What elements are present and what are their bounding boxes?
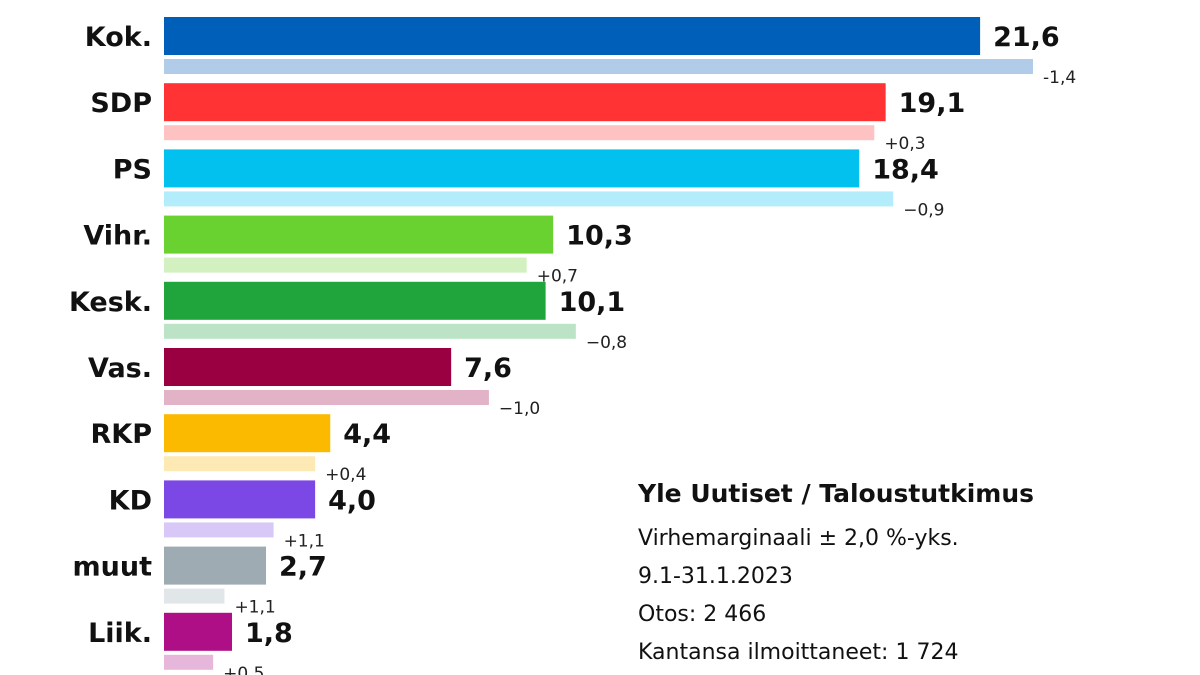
respondent-count: Kantansa ilmoittaneet: 1 724 bbox=[638, 640, 959, 665]
value-label-vihr: 10,3 bbox=[566, 221, 633, 252]
value-label-vas: 7,6 bbox=[464, 353, 512, 384]
change-label-kd: +1,1 bbox=[284, 531, 325, 551]
previous-bar-liik bbox=[164, 654, 214, 670]
value-label-sdp: 19,1 bbox=[899, 88, 966, 119]
margin-of-error: Virhemarginaali ± 2,0 %-yks. bbox=[638, 526, 959, 551]
previous-bar-vas bbox=[164, 390, 489, 405]
bar-kok bbox=[164, 17, 981, 55]
change-label-sdp: +0,3 bbox=[884, 134, 925, 154]
change-label-vihr: +0,7 bbox=[537, 267, 578, 287]
bar-rkp bbox=[164, 414, 331, 453]
previous-bar-sdp bbox=[164, 125, 875, 141]
previous-bar-kd bbox=[164, 522, 274, 538]
bar-kesk bbox=[164, 281, 546, 320]
source-title: Yle Uutiset / Taloustutkimus bbox=[638, 479, 1035, 508]
value-label-kd: 4,0 bbox=[328, 485, 376, 516]
previous-bar-muut bbox=[164, 588, 225, 604]
change-label-rkp: +0,4 bbox=[325, 465, 366, 485]
change-label-liik: +0,5 bbox=[223, 664, 264, 675]
sample-size: Otos: 2 466 bbox=[638, 602, 767, 627]
category-label-ps: PS bbox=[113, 154, 152, 185]
bar-vihr bbox=[164, 215, 554, 254]
category-label-liik: Liik. bbox=[88, 618, 152, 649]
bar-ps bbox=[164, 149, 860, 188]
previous-bar-ps bbox=[164, 191, 894, 207]
value-label-kok: 21,6 bbox=[993, 22, 1060, 53]
bar-kd bbox=[164, 480, 316, 519]
category-label-kd: KD bbox=[109, 485, 152, 516]
bar-sdp bbox=[164, 83, 886, 122]
previous-bar-rkp bbox=[164, 456, 316, 472]
value-label-liik: 1,8 bbox=[245, 618, 293, 649]
info-box: Yle Uutiset / Taloustutkimus Virhemargin… bbox=[638, 478, 1178, 672]
value-label-muut: 2,7 bbox=[279, 552, 327, 583]
category-label-kok: Kok. bbox=[85, 22, 152, 53]
bar-vas bbox=[164, 348, 452, 386]
survey-period: 9.1-31.1.2023 bbox=[638, 564, 793, 589]
category-label-rkp: RKP bbox=[90, 419, 152, 450]
value-label-ps: 18,4 bbox=[872, 154, 939, 185]
change-label-vas: −1,0 bbox=[499, 399, 540, 419]
category-label-muut: muut bbox=[73, 552, 153, 583]
bar-liik bbox=[164, 612, 233, 651]
change-label-kesk: −0,8 bbox=[586, 333, 627, 353]
previous-bar-vihr bbox=[164, 257, 527, 273]
value-label-rkp: 4,4 bbox=[343, 419, 391, 450]
category-label-vihr: Vihr. bbox=[83, 221, 152, 252]
change-label-muut: +1,1 bbox=[234, 598, 275, 618]
bar-muut bbox=[164, 546, 267, 585]
previous-bar-kok bbox=[164, 59, 1033, 74]
change-label-kok: -1,4 bbox=[1043, 68, 1076, 88]
previous-bar-kesk bbox=[164, 323, 576, 339]
category-label-kesk: Kesk. bbox=[69, 287, 152, 318]
category-label-sdp: SDP bbox=[90, 88, 152, 119]
category-label-vas: Vas. bbox=[88, 353, 152, 384]
change-label-ps: −0,9 bbox=[903, 200, 944, 220]
value-label-kesk: 10,1 bbox=[559, 287, 626, 318]
